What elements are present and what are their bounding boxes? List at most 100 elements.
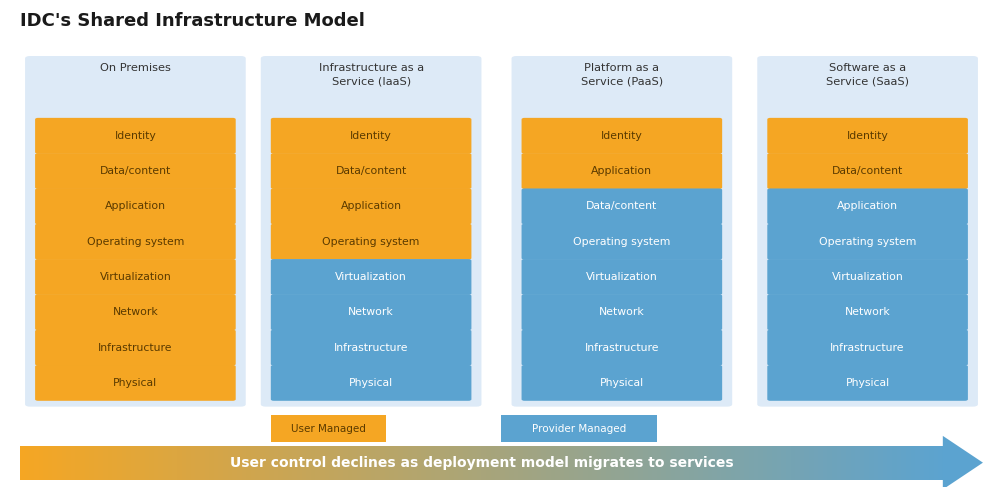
Text: Network: Network: [348, 307, 394, 318]
Text: User control declines as deployment model migrates to services: User control declines as deployment mode…: [229, 456, 732, 469]
Text: Operating system: Operating system: [818, 237, 916, 247]
Text: User Managed: User Managed: [291, 424, 366, 433]
Bar: [896, 446, 902, 480]
Bar: [338, 446, 344, 480]
Bar: [176, 446, 182, 480]
Text: Operating system: Operating system: [86, 237, 184, 247]
Bar: [910, 446, 915, 480]
Text: Identity: Identity: [350, 131, 392, 141]
Bar: [614, 446, 620, 480]
FancyBboxPatch shape: [35, 224, 235, 260]
Bar: [444, 446, 450, 480]
Bar: [472, 446, 477, 480]
Text: Network: Network: [112, 307, 158, 318]
Bar: [688, 446, 694, 480]
Bar: [288, 446, 293, 480]
FancyBboxPatch shape: [767, 188, 967, 224]
Bar: [518, 446, 523, 480]
Bar: [380, 446, 385, 480]
Bar: [292, 446, 298, 480]
FancyBboxPatch shape: [271, 330, 471, 365]
Bar: [245, 446, 252, 480]
Bar: [94, 446, 99, 480]
Bar: [651, 446, 657, 480]
Text: Network: Network: [598, 307, 644, 318]
Text: Data/content: Data/content: [99, 166, 171, 176]
FancyBboxPatch shape: [767, 118, 967, 154]
Bar: [283, 446, 289, 480]
Bar: [729, 446, 735, 480]
Text: Physical: Physical: [349, 378, 393, 388]
Bar: [568, 446, 574, 480]
Bar: [878, 446, 883, 480]
Bar: [804, 446, 810, 480]
Bar: [596, 446, 602, 480]
Bar: [522, 446, 528, 480]
Text: Virtualization: Virtualization: [335, 272, 407, 282]
Text: Physical: Physical: [599, 378, 643, 388]
Bar: [748, 446, 754, 480]
Bar: [34, 446, 39, 480]
Bar: [232, 446, 237, 480]
Bar: [204, 446, 210, 480]
Bar: [882, 446, 888, 480]
Text: Data/content: Data/content: [335, 166, 407, 176]
Text: Application: Application: [591, 166, 651, 176]
Bar: [743, 446, 749, 480]
Bar: [786, 446, 791, 480]
Bar: [412, 446, 418, 480]
Bar: [822, 446, 828, 480]
Bar: [845, 446, 851, 480]
Bar: [186, 446, 191, 480]
Bar: [818, 446, 823, 480]
Bar: [919, 446, 925, 480]
Bar: [501, 415, 656, 442]
Bar: [57, 446, 62, 480]
Bar: [84, 446, 90, 480]
FancyBboxPatch shape: [271, 224, 471, 260]
Bar: [265, 446, 270, 480]
FancyBboxPatch shape: [521, 259, 721, 295]
Bar: [716, 446, 721, 480]
Bar: [236, 446, 242, 480]
Text: Provider Managed: Provider Managed: [532, 424, 625, 433]
Bar: [924, 446, 929, 480]
Bar: [271, 415, 386, 442]
Bar: [149, 446, 154, 480]
Polygon shape: [942, 436, 982, 487]
FancyBboxPatch shape: [521, 330, 721, 365]
Bar: [504, 446, 510, 480]
Bar: [772, 446, 777, 480]
FancyBboxPatch shape: [767, 330, 967, 365]
Bar: [453, 446, 459, 480]
Bar: [702, 446, 707, 480]
FancyBboxPatch shape: [35, 118, 235, 154]
Text: Application: Application: [837, 201, 897, 211]
Bar: [199, 446, 205, 480]
Bar: [679, 446, 684, 480]
Bar: [435, 446, 441, 480]
Bar: [605, 446, 611, 480]
Bar: [813, 446, 819, 480]
Bar: [725, 446, 730, 480]
Bar: [467, 446, 473, 480]
Text: Infrastructure as a
Service (IaaS): Infrastructure as a Service (IaaS): [319, 63, 423, 86]
Text: Infrastructure: Infrastructure: [334, 342, 408, 353]
Text: Software as a
Service (SaaS): Software as a Service (SaaS): [826, 63, 908, 86]
Bar: [71, 446, 76, 480]
Bar: [859, 446, 865, 480]
Bar: [112, 446, 118, 480]
Bar: [555, 446, 560, 480]
Bar: [357, 446, 362, 480]
Bar: [490, 446, 496, 480]
Bar: [80, 446, 85, 480]
FancyBboxPatch shape: [757, 56, 977, 407]
Bar: [89, 446, 95, 480]
Bar: [389, 446, 395, 480]
Bar: [398, 446, 404, 480]
Bar: [279, 446, 284, 480]
Bar: [781, 446, 787, 480]
Bar: [302, 446, 307, 480]
Bar: [868, 446, 874, 480]
Bar: [375, 446, 381, 480]
